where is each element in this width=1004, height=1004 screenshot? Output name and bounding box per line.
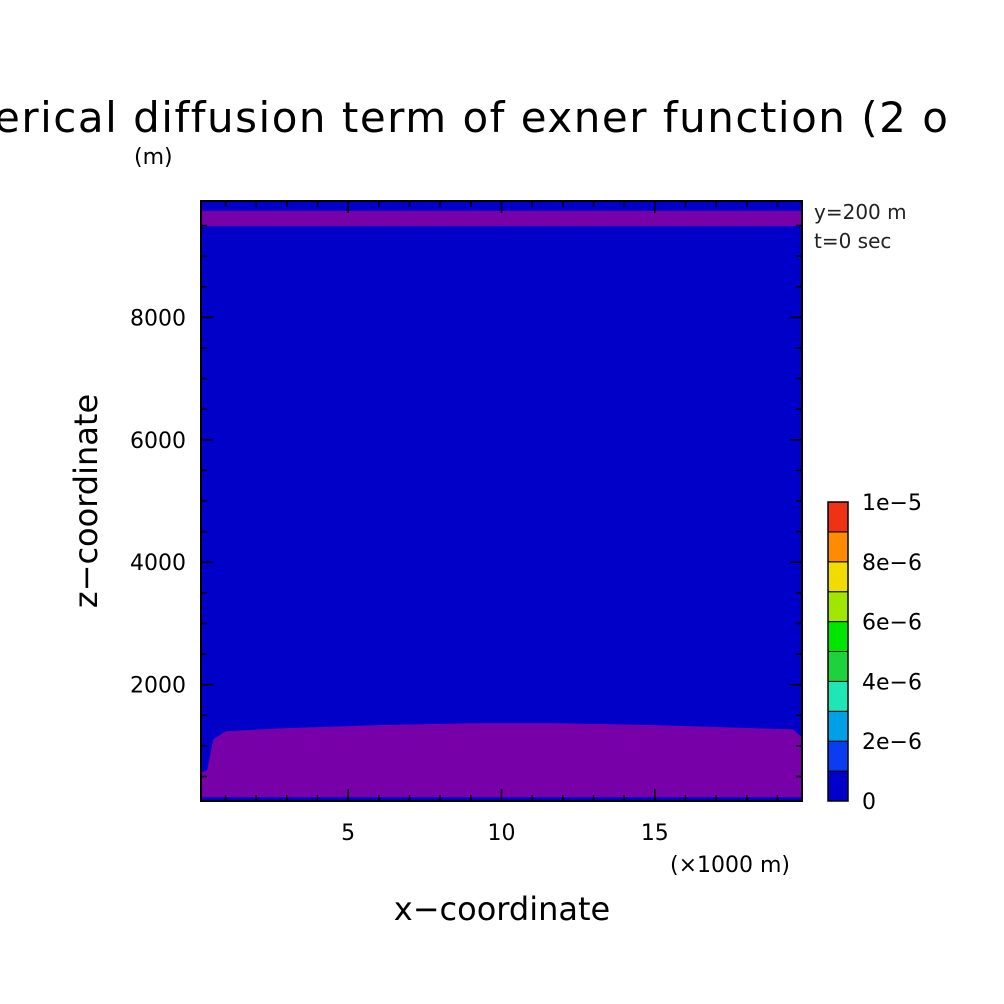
- chart-title: erical diffusion term of exner function …: [0, 93, 949, 142]
- colorbar-swatch: [827, 531, 849, 563]
- colorbar-swatch: [827, 591, 849, 623]
- y-axis-unit: (m): [134, 145, 173, 170]
- y-tick-label: 2000: [130, 674, 186, 699]
- contour-region-near-surface-layer: [201, 723, 802, 798]
- colorbar-swatch: [827, 501, 849, 533]
- plot-frame: [200, 200, 803, 802]
- colorbar-label: 1e−5: [862, 491, 922, 516]
- colorbar-label: 2e−6: [862, 730, 922, 755]
- y-axis-label: z−coordinate: [67, 394, 105, 608]
- colorbar-swatch: [827, 710, 849, 742]
- x-tick-label: 10: [488, 821, 516, 846]
- x-axis-label: x−coordinate: [394, 890, 610, 928]
- y-tick-label: 4000: [130, 551, 186, 576]
- colorbar-label: 4e−6: [862, 670, 922, 695]
- y-axis-ticks: 2000 4000 6000 8000: [130, 224, 802, 778]
- x-tick-label: 5: [341, 821, 355, 846]
- annotation-time: t=0 sec: [814, 229, 891, 253]
- colorbar-swatch: [827, 621, 849, 652]
- colorbar-swatch: [827, 770, 849, 802]
- colorbar: 0 2e−6 4e−6 6e−6 8e−6 1e−5: [827, 491, 922, 815]
- colorbar-swatch: [827, 561, 849, 593]
- plot-area: [201, 201, 802, 801]
- colorbar-label: 0: [862, 790, 876, 815]
- colorbar-frame: [827, 501, 849, 802]
- x-axis-unit: (×1000 m): [670, 853, 790, 878]
- colorbar-label: 8e−6: [862, 551, 922, 576]
- contour-background: [201, 201, 802, 801]
- contour-region-upper-layer: [201, 210, 802, 227]
- colorbar-swatch: [827, 680, 849, 712]
- x-tick-label: 15: [641, 821, 669, 846]
- annotation-y-position: y=200 m: [814, 200, 907, 224]
- y-tick-label: 6000: [130, 429, 186, 454]
- colorbar-label: 6e−6: [862, 611, 922, 636]
- colorbar-swatch: [827, 651, 849, 682]
- colorbar-swatch: [827, 740, 849, 772]
- y-tick-label: 8000: [130, 306, 186, 331]
